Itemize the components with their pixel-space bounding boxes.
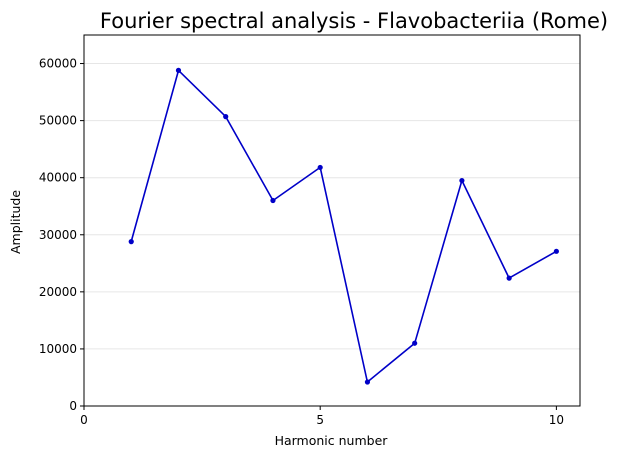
y-tick-label: 10000 — [39, 342, 77, 356]
series — [128, 67, 559, 385]
data-point — [128, 239, 134, 245]
y-tick-label: 20000 — [39, 285, 77, 299]
y-tick-label: 50000 — [39, 114, 77, 128]
grid — [84, 63, 580, 407]
plot-area — [83, 34, 581, 407]
series-line — [130, 69, 557, 383]
y-axis: 0 10000 20000 30000 40000 50000 60000 — [39, 57, 84, 413]
y-axis-label: Amplitude — [8, 190, 23, 254]
y-tick-label: 60000 — [39, 57, 77, 71]
data-point — [175, 67, 182, 73]
data-point — [553, 248, 559, 254]
x-axis-label: Harmonic number — [275, 433, 389, 448]
data-point — [459, 177, 465, 184]
data-point — [317, 164, 323, 171]
chart-title: Fourier spectral analysis - Flavobacteri… — [100, 9, 608, 33]
data-point — [364, 379, 371, 385]
x-axis: 0 5 10 — [80, 406, 564, 427]
x-tick-label: 10 — [549, 413, 564, 427]
data-point — [506, 275, 512, 281]
y-tick-label: 40000 — [39, 171, 77, 185]
x-tick-label: 0 — [80, 413, 88, 427]
data-point — [223, 114, 229, 120]
data-point — [270, 197, 276, 204]
y-tick-label: 30000 — [39, 228, 77, 242]
data-point — [412, 340, 418, 346]
y-tick-label: 0 — [69, 399, 77, 413]
x-tick-label: 5 — [316, 413, 324, 427]
